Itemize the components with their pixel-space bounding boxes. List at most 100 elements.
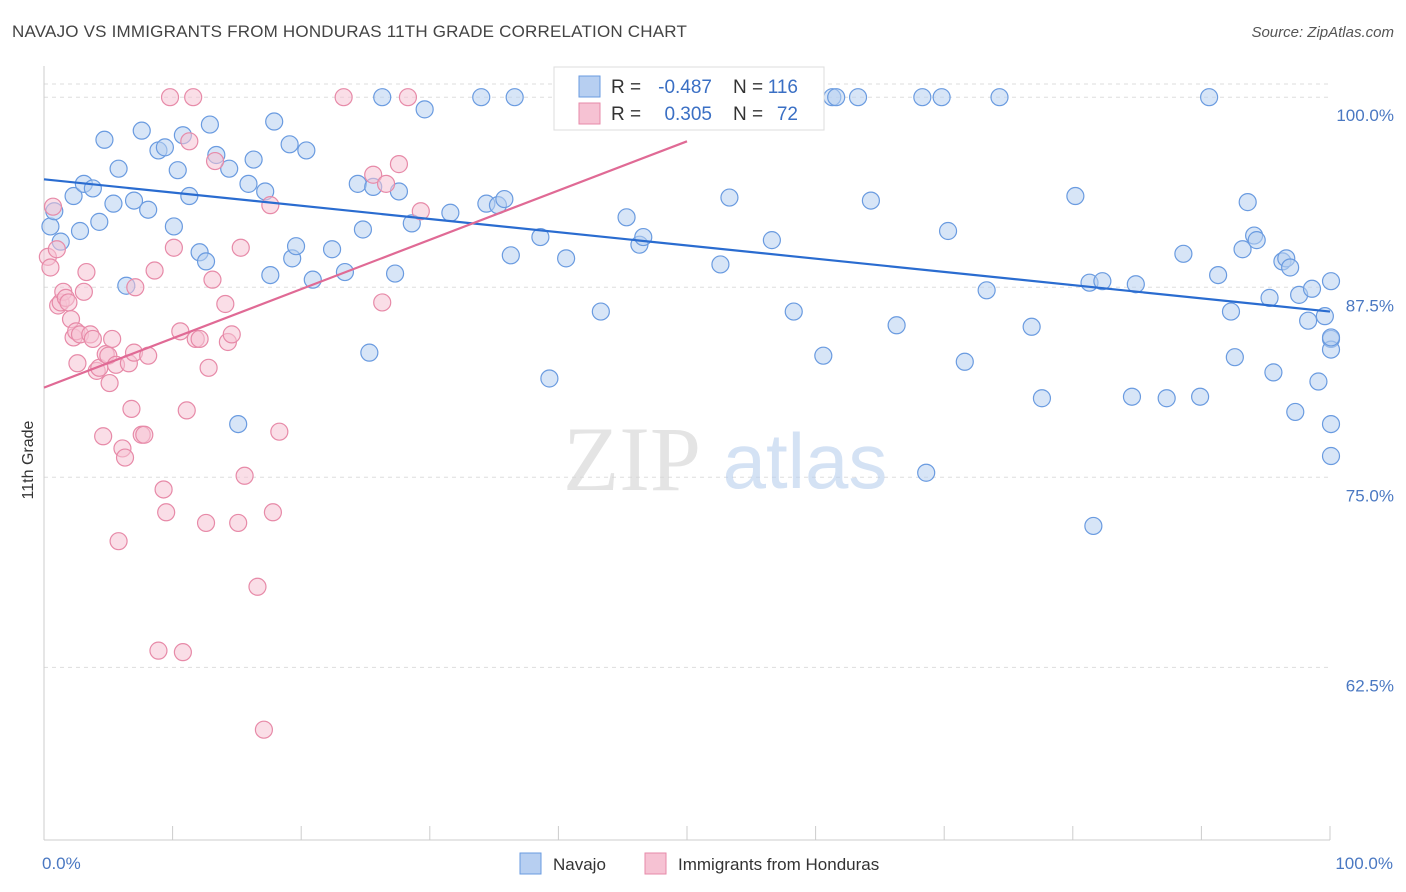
point-s0-106 bbox=[1299, 311, 1318, 330]
point-s0-86 bbox=[1122, 387, 1142, 406]
point-s0-45 bbox=[385, 264, 405, 283]
point-s0-27 bbox=[239, 174, 258, 193]
point-s1-3 bbox=[47, 240, 66, 259]
point-s0-20 bbox=[180, 186, 199, 206]
point-s1-17 bbox=[83, 329, 102, 349]
chart-source: Source: ZipAtlas.com bbox=[1251, 24, 1394, 41]
legend-n-label-1: N = bbox=[733, 104, 763, 125]
point-s0-77 bbox=[955, 352, 974, 371]
point-s0-92 bbox=[1209, 265, 1228, 285]
point-s0-40 bbox=[353, 220, 373, 239]
point-s0-9 bbox=[109, 159, 128, 178]
point-s0-6 bbox=[83, 179, 102, 198]
point-s0-64 bbox=[720, 188, 739, 207]
point-s0-98 bbox=[1247, 231, 1266, 250]
point-s0-67 bbox=[814, 346, 833, 365]
series-legend-swatch-navajo bbox=[519, 852, 542, 875]
point-s0-113 bbox=[1321, 272, 1341, 291]
point-s1-12 bbox=[68, 354, 87, 373]
axes bbox=[43, 66, 1331, 841]
point-s0-43 bbox=[373, 88, 392, 107]
point-s1-24 bbox=[103, 329, 122, 349]
point-s1-62 bbox=[263, 503, 283, 522]
point-s0-12 bbox=[124, 191, 144, 210]
series-legend-swatch-honduras bbox=[644, 852, 667, 875]
point-s1-34 bbox=[135, 425, 154, 444]
point-s1-60 bbox=[254, 720, 274, 739]
legend-n-label-0: N = bbox=[733, 77, 763, 98]
legend-n-value-1: 72 bbox=[777, 104, 798, 125]
point-s0-115 bbox=[1321, 328, 1341, 347]
point-s1-61 bbox=[261, 196, 280, 215]
point-s0-74 bbox=[917, 463, 936, 482]
point-s0-28 bbox=[244, 150, 263, 169]
point-s0-46 bbox=[402, 214, 421, 233]
point-s0-65 bbox=[762, 231, 781, 250]
point-s0-13 bbox=[132, 121, 151, 140]
tick-labels: 100.0% 87.5% 75.0% 62.5% 0.0% 100.0% bbox=[42, 106, 1394, 873]
trend-lines bbox=[43, 140, 1331, 389]
point-s0-80 bbox=[1022, 317, 1041, 336]
point-s0-58 bbox=[591, 302, 610, 321]
chart-title: NAVAJO VS IMMIGRANTS FROM HONDURAS 11TH … bbox=[12, 22, 688, 41]
point-s1-45 bbox=[180, 132, 199, 151]
point-s1-53 bbox=[216, 294, 235, 314]
point-s1-41 bbox=[164, 238, 183, 257]
point-s0-35 bbox=[297, 141, 316, 160]
point-s0-32 bbox=[280, 135, 299, 154]
y-tick-label-1: 87.5% bbox=[1346, 296, 1394, 315]
point-s0-48 bbox=[441, 203, 460, 222]
legend-swatch-navajo bbox=[578, 75, 601, 98]
point-s1-23 bbox=[100, 373, 119, 393]
legend-swatch-honduras bbox=[578, 102, 601, 125]
point-s1-2 bbox=[43, 197, 63, 216]
point-s0-16 bbox=[155, 138, 174, 157]
legend-r-value-1: 0.305 bbox=[664, 104, 712, 125]
point-s0-70 bbox=[848, 88, 868, 107]
y-tick-label-3: 62.5% bbox=[1346, 676, 1394, 695]
point-s1-38 bbox=[154, 480, 173, 499]
point-s1-49 bbox=[196, 513, 216, 533]
y-tick-label-2: 75.0% bbox=[1346, 486, 1394, 505]
point-s0-84 bbox=[1084, 516, 1103, 536]
point-s1-30 bbox=[122, 399, 141, 418]
point-s0-52 bbox=[495, 189, 514, 209]
point-s0-25 bbox=[220, 159, 239, 178]
point-s1-59 bbox=[248, 577, 267, 596]
point-s1-32 bbox=[126, 278, 145, 297]
point-s1-14 bbox=[74, 282, 93, 301]
point-s0-90 bbox=[1191, 387, 1210, 406]
point-s0-104 bbox=[1286, 402, 1305, 422]
point-s0-8 bbox=[95, 130, 114, 149]
point-s0-55 bbox=[531, 227, 550, 247]
point-s0-107 bbox=[1302, 279, 1322, 298]
point-s1-69 bbox=[398, 88, 418, 107]
point-s0-56 bbox=[540, 369, 559, 388]
y-tick-label-0: 100.0% bbox=[1336, 106, 1394, 125]
point-s0-61 bbox=[634, 227, 653, 247]
point-s0-30 bbox=[261, 265, 280, 285]
point-s0-78 bbox=[977, 281, 996, 300]
point-s0-81 bbox=[1032, 389, 1052, 408]
correlation-legend: R = -0.487 N = 116 R = 0.305 N = 72 bbox=[553, 66, 825, 131]
data-points bbox=[38, 88, 1341, 739]
series-legend: Navajo Immigrants from Honduras bbox=[519, 852, 879, 875]
point-s0-54 bbox=[505, 88, 524, 107]
watermark: ZIP atlas bbox=[563, 408, 887, 510]
point-s1-56 bbox=[229, 513, 248, 533]
point-s0-62 bbox=[711, 255, 730, 274]
point-s1-64 bbox=[334, 88, 353, 107]
point-s0-87 bbox=[1126, 275, 1145, 294]
point-s0-53 bbox=[501, 246, 520, 265]
point-s0-47 bbox=[415, 100, 434, 119]
point-s0-31 bbox=[265, 112, 284, 131]
point-s1-66 bbox=[373, 293, 392, 312]
point-s0-59 bbox=[617, 208, 636, 227]
point-s0-0 bbox=[41, 217, 60, 236]
point-s1-37 bbox=[149, 641, 168, 660]
point-s0-14 bbox=[139, 200, 158, 219]
point-s0-85 bbox=[1093, 272, 1112, 291]
point-s0-71 bbox=[861, 191, 880, 210]
point-s1-70 bbox=[411, 202, 430, 221]
point-s1-39 bbox=[157, 503, 176, 522]
